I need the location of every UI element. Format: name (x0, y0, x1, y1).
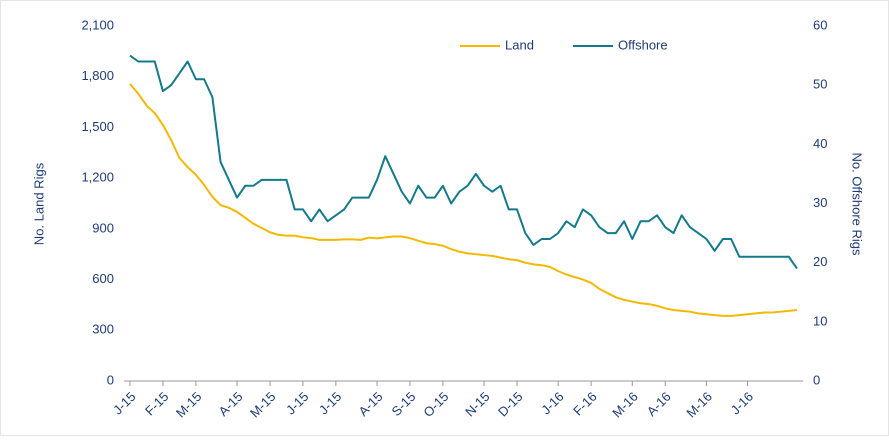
y2-tick-label: 50 (813, 77, 827, 92)
y-tick-label: 1,500 (81, 119, 114, 134)
y-tick-label: 2,100 (81, 17, 114, 32)
y2-tick-label: 40 (813, 136, 827, 151)
y-tick-label: 300 (92, 322, 114, 337)
y2-tick-label: 20 (813, 254, 827, 269)
y-tick-label: 600 (92, 271, 114, 286)
legend-label: Land (505, 37, 534, 52)
y-tick-label: 0 (107, 372, 114, 387)
legend-label: Offshore (618, 37, 668, 52)
y2-tick-label: 30 (813, 195, 827, 210)
y2-axis-label: No. Offshore Rigs (850, 152, 865, 256)
y-tick-label: 1,200 (81, 170, 114, 185)
y2-tick-label: 10 (813, 313, 827, 328)
y-tick-label: 900 (92, 220, 114, 235)
y2-tick-label: 0 (813, 372, 820, 387)
y2-tick-label: 60 (813, 17, 827, 32)
y-tick-label: 1,800 (81, 68, 114, 83)
line-series (129, 83, 798, 317)
line-series (129, 54, 798, 270)
y-axis-label: No. Land Rigs (31, 162, 46, 245)
